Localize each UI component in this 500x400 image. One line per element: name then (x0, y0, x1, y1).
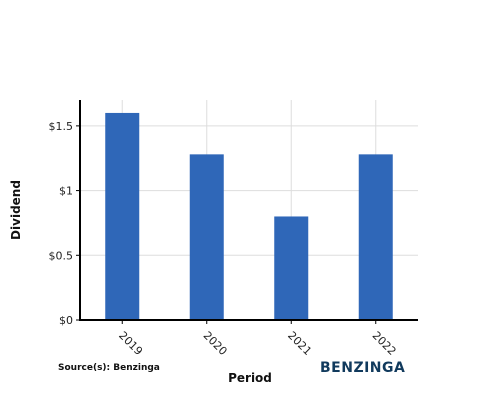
x-axis-title: Period (228, 371, 272, 385)
x-tick-label: 2022 (370, 329, 399, 358)
bar-2022 (358, 154, 393, 320)
x-tick-label: 2020 (201, 329, 230, 358)
bar-2019 (105, 112, 140, 320)
y-tick-label: $1.5 (49, 120, 74, 133)
y-axis-title: Dividend (9, 180, 23, 240)
y-tick-label: $0 (59, 314, 73, 327)
y-tick-label: $1 (59, 185, 73, 198)
x-tick-label: 2019 (116, 329, 145, 358)
bar-2021 (274, 216, 309, 320)
bar-2020 (189, 154, 224, 320)
axes (79, 100, 418, 321)
benzinga-logo: BENZINGA (320, 360, 406, 376)
y-tick-label: $0.5 (49, 249, 74, 262)
bars (105, 112, 393, 320)
y-tick-labels: $0 $0.5 $1 $1.5 (49, 120, 80, 327)
source-note: Source(s): Benzinga (58, 363, 160, 373)
x-tick-labels: 2019 2020 2021 2022 (116, 320, 399, 358)
x-tick-label: 2021 (285, 329, 314, 358)
